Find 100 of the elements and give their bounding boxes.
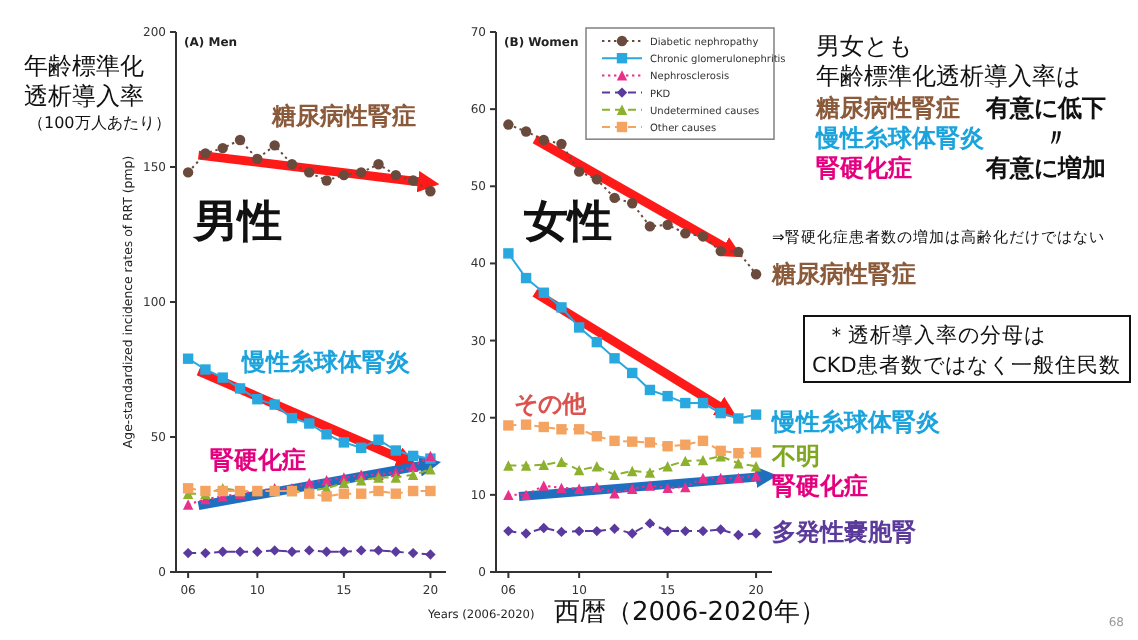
point <box>338 169 350 181</box>
point <box>338 546 350 557</box>
point <box>715 245 726 257</box>
text: 有意に増加 <box>984 154 1106 182</box>
text: 腎硬化症 <box>816 154 912 182</box>
point <box>644 384 656 396</box>
point <box>680 481 691 493</box>
point <box>715 407 726 419</box>
point <box>733 448 744 459</box>
point <box>733 472 744 484</box>
point <box>304 545 315 556</box>
point <box>644 221 656 232</box>
point <box>538 287 549 298</box>
point <box>697 231 709 242</box>
point <box>520 460 532 471</box>
point <box>733 529 744 541</box>
point <box>733 458 744 469</box>
point <box>200 364 211 375</box>
point <box>321 429 332 440</box>
point <box>338 437 350 448</box>
point <box>627 436 638 447</box>
point <box>269 140 280 151</box>
point <box>520 419 532 430</box>
point <box>715 445 726 457</box>
point <box>556 456 567 467</box>
point <box>321 546 332 557</box>
point <box>556 302 567 313</box>
point <box>234 134 246 146</box>
point <box>573 483 585 494</box>
point <box>573 166 585 177</box>
point <box>217 142 228 154</box>
point <box>627 198 638 209</box>
point <box>373 159 384 170</box>
annotation: 糖尿病性腎症 <box>770 260 916 288</box>
point <box>286 159 298 170</box>
text: （100万人あたり） <box>28 114 171 132</box>
point <box>390 472 402 483</box>
text: 有意に低下 <box>984 94 1106 122</box>
point <box>304 418 315 429</box>
text: 西暦（2006-2020年） <box>554 598 826 628</box>
point <box>520 272 532 284</box>
point <box>750 528 762 539</box>
point <box>662 441 673 452</box>
point <box>407 175 419 186</box>
point <box>662 219 673 231</box>
point <box>680 439 691 450</box>
point <box>644 467 656 478</box>
point <box>591 481 603 493</box>
point <box>390 488 402 499</box>
point <box>609 523 620 534</box>
point <box>680 228 691 239</box>
annotation: 腎硬化症 <box>772 472 868 500</box>
point <box>715 472 726 484</box>
point <box>321 175 332 186</box>
point <box>355 167 367 178</box>
point <box>425 549 436 560</box>
point <box>556 424 567 435</box>
point <box>609 469 620 480</box>
point <box>217 372 228 383</box>
point <box>644 480 656 491</box>
point <box>591 336 603 348</box>
point <box>556 138 567 150</box>
point <box>662 461 673 472</box>
point <box>591 525 603 537</box>
point <box>182 353 194 364</box>
point <box>573 464 585 476</box>
point <box>680 525 691 537</box>
point <box>217 546 228 557</box>
point <box>390 169 402 181</box>
point <box>520 528 532 539</box>
point <box>750 461 762 472</box>
annotation: 慢性糸球体腎炎 <box>240 348 412 376</box>
point <box>252 546 263 557</box>
annotation: 不明 <box>770 442 820 470</box>
point <box>573 322 585 333</box>
point <box>627 465 638 477</box>
point <box>697 472 709 484</box>
point <box>733 413 744 424</box>
point <box>538 459 549 470</box>
point <box>503 119 514 130</box>
point <box>715 524 726 535</box>
text: 年齢標準化透析導入率は <box>816 62 1080 90</box>
point <box>390 445 402 456</box>
point <box>182 499 194 510</box>
point <box>304 167 315 178</box>
text: 〃 <box>1044 124 1068 152</box>
point <box>609 353 620 364</box>
point <box>407 469 419 480</box>
point <box>591 431 603 442</box>
point <box>503 420 514 431</box>
point <box>425 186 436 197</box>
point <box>373 485 384 497</box>
point <box>538 522 549 534</box>
point <box>662 482 673 494</box>
point <box>286 546 298 557</box>
point <box>407 547 419 559</box>
point <box>750 470 762 481</box>
point <box>503 460 514 471</box>
point <box>538 480 549 491</box>
point <box>234 546 246 557</box>
